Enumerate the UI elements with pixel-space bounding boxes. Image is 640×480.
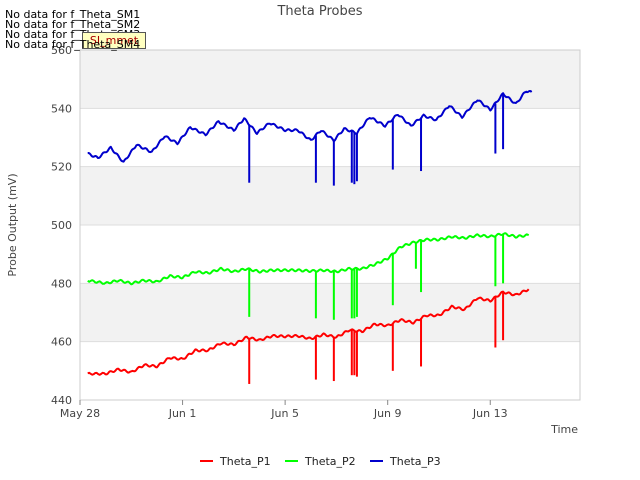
legend: Theta_P1 Theta_P2 Theta_P3	[200, 455, 441, 468]
no-data-note-sm3: No data for f_Theta_SM3	[5, 28, 141, 41]
y-tick-label: 560	[51, 44, 72, 57]
series-line-theta-p2	[87, 232, 530, 286]
y-tick-label: 500	[51, 219, 72, 232]
x-tick-label: May 28	[60, 407, 100, 420]
x-tick-label: Jun 5	[270, 407, 299, 420]
series-line-theta-p3	[87, 90, 533, 163]
y-tick-label: 540	[51, 102, 72, 115]
plot-frame	[79, 49, 581, 401]
plot-band	[80, 283, 580, 342]
x-tick-label: Jun 1	[168, 407, 197, 420]
y-tick-label: 480	[51, 277, 72, 290]
x-tick-label: Jun 13	[472, 407, 508, 420]
chart-title: Theta Probes	[276, 4, 362, 19]
legend-entry: Theta_P2	[304, 455, 356, 468]
x-tick-label: Jun 9	[373, 407, 402, 420]
y-tick-label: 440	[51, 394, 72, 407]
y-axis-label: Probe Output (mV)	[6, 173, 19, 276]
y-tick-label: 520	[51, 161, 72, 174]
x-axis-ticks: May 28 Jun 1 Jun 5 Jun 9 Jun 13	[60, 400, 508, 420]
legend-entry: Theta_P1	[219, 455, 271, 468]
series-layer	[87, 90, 533, 384]
y-axis-ticks: 440 460 480 500 520 540 560	[51, 44, 72, 407]
no-data-note-sm4: No data for f_Theta_SM4	[5, 38, 141, 51]
plot-band	[80, 50, 580, 109]
plot-band	[80, 166, 580, 225]
series-line-theta-p1	[87, 288, 530, 376]
no-data-note-sm1: No data for f_Theta_SM1	[5, 8, 141, 21]
no-data-note-sm2: No data for f_Theta_SM2	[5, 18, 141, 31]
y-tick-label: 460	[51, 336, 72, 349]
plot-band	[80, 341, 580, 400]
legend-entry: Theta_P3	[389, 455, 441, 468]
site-badge: SI_mmet	[82, 32, 146, 49]
x-axis-label: Time	[550, 423, 578, 436]
